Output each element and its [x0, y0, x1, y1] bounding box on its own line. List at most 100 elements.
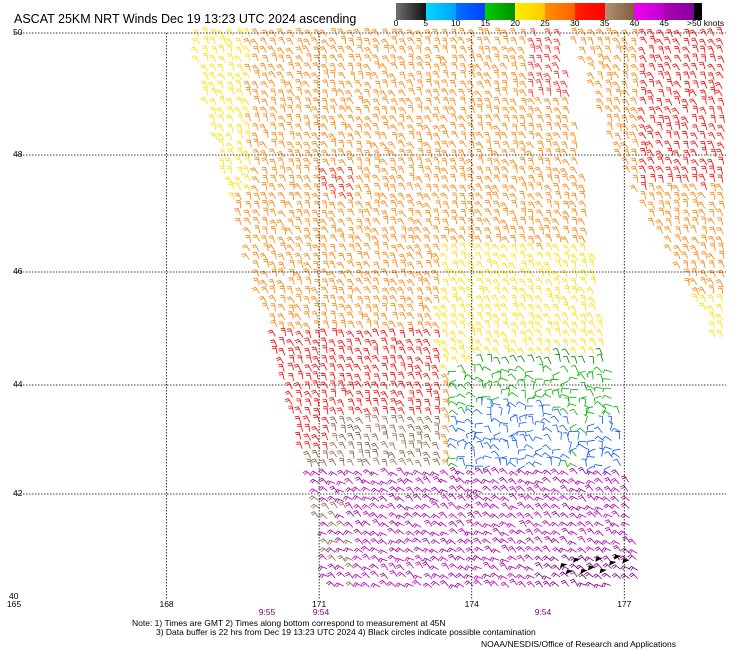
wind-barb — [412, 574, 423, 580]
wind-barb — [433, 339, 441, 347]
wind-barb — [284, 227, 293, 235]
wind-barb — [394, 496, 405, 502]
wind-barb — [700, 122, 708, 131]
wind-barb — [541, 404, 551, 409]
wind-barb — [483, 579, 492, 587]
wind-barb — [515, 485, 525, 492]
wind-barb — [215, 89, 224, 97]
wind-barb — [560, 295, 568, 304]
wind-barb — [640, 87, 647, 96]
wind-barb — [447, 443, 457, 449]
wind-barb — [199, 64, 208, 72]
wind-barb — [511, 115, 519, 123]
colorbar-segment — [425, 3, 456, 20]
wind-barb — [533, 234, 542, 242]
wind-barb — [276, 28, 285, 36]
wind-barb — [370, 570, 379, 577]
wind-barb — [476, 114, 483, 123]
wind-barb — [493, 208, 501, 217]
wind-barb — [331, 149, 337, 158]
wind-barb — [718, 243, 724, 252]
wind-barb — [519, 250, 526, 259]
wind-barb — [398, 45, 406, 54]
wind-barb — [491, 485, 502, 492]
wind-barb — [570, 278, 577, 287]
wind-barb — [382, 406, 389, 414]
wind-barb — [421, 493, 432, 500]
wind-barb — [614, 132, 622, 141]
wind-barb — [243, 38, 252, 46]
wind-barb — [476, 148, 483, 157]
wind-barb — [330, 310, 336, 319]
wind-barb — [424, 321, 433, 329]
wind-barb — [259, 279, 268, 287]
wind-barb — [448, 268, 457, 276]
wind-barb — [415, 251, 423, 259]
wind-barb — [192, 29, 200, 38]
wind-barb — [481, 396, 491, 401]
wind-barb — [320, 303, 327, 311]
wind-barb — [697, 286, 706, 295]
wind-barb — [217, 138, 224, 147]
wind-barb — [455, 477, 465, 484]
wind-barb — [553, 107, 562, 115]
wind-barb — [676, 175, 682, 183]
wind-barb — [251, 244, 260, 252]
wind-barb — [329, 70, 336, 78]
wind-barb — [593, 506, 604, 512]
wind-barb — [620, 513, 630, 519]
wind-barb — [693, 252, 699, 260]
wind-barb — [261, 157, 269, 165]
wind-barb — [576, 427, 586, 434]
wind-barb — [440, 175, 449, 183]
wind-barb — [252, 251, 260, 260]
wind-barb — [637, 107, 645, 115]
wind-barb — [244, 53, 251, 62]
wind-barb — [501, 149, 508, 158]
wind-barb — [493, 330, 499, 338]
wind-barb — [697, 201, 706, 209]
wind-barb — [545, 210, 552, 218]
wind-barb — [378, 549, 388, 555]
wind-barb — [612, 37, 621, 45]
wind-barb — [429, 471, 440, 477]
wind-barb — [431, 520, 441, 526]
wind-barb — [534, 96, 542, 105]
wind-barb — [613, 54, 622, 62]
wind-barb — [406, 450, 415, 458]
wind-barb — [459, 166, 465, 175]
wind-barb — [647, 217, 655, 226]
wind-barb — [484, 45, 491, 54]
wind-barb — [408, 208, 414, 217]
wind-barb — [533, 546, 543, 553]
wind-barb — [508, 392, 519, 398]
wind-barb — [466, 260, 475, 268]
wind-barb — [586, 528, 595, 535]
wind-barb — [251, 53, 259, 62]
wind-barb — [627, 554, 637, 560]
wind-barb — [297, 355, 303, 364]
wind-barb — [551, 62, 560, 70]
wind-barb — [354, 200, 364, 208]
wind-barb — [563, 251, 570, 260]
wind-barb — [460, 201, 467, 209]
wind-barb — [395, 486, 405, 492]
wind-barb — [454, 470, 465, 476]
wind-barb — [554, 174, 560, 183]
wind-barb — [499, 331, 508, 339]
wind-barb — [449, 158, 457, 166]
wind-barb — [468, 140, 475, 149]
wind-barb — [323, 70, 329, 79]
wind-barb — [378, 192, 388, 200]
wind-barb — [339, 457, 345, 466]
wind-barb — [389, 193, 398, 201]
wind-barb — [553, 209, 562, 217]
wind-barb — [552, 424, 559, 433]
wind-barb — [425, 97, 432, 106]
wind-barb — [498, 377, 508, 382]
wind-barb — [409, 173, 415, 182]
wind-barb — [585, 312, 594, 320]
wind-barb — [310, 503, 321, 510]
wind-barb — [210, 106, 216, 115]
wind-barb — [717, 166, 723, 175]
